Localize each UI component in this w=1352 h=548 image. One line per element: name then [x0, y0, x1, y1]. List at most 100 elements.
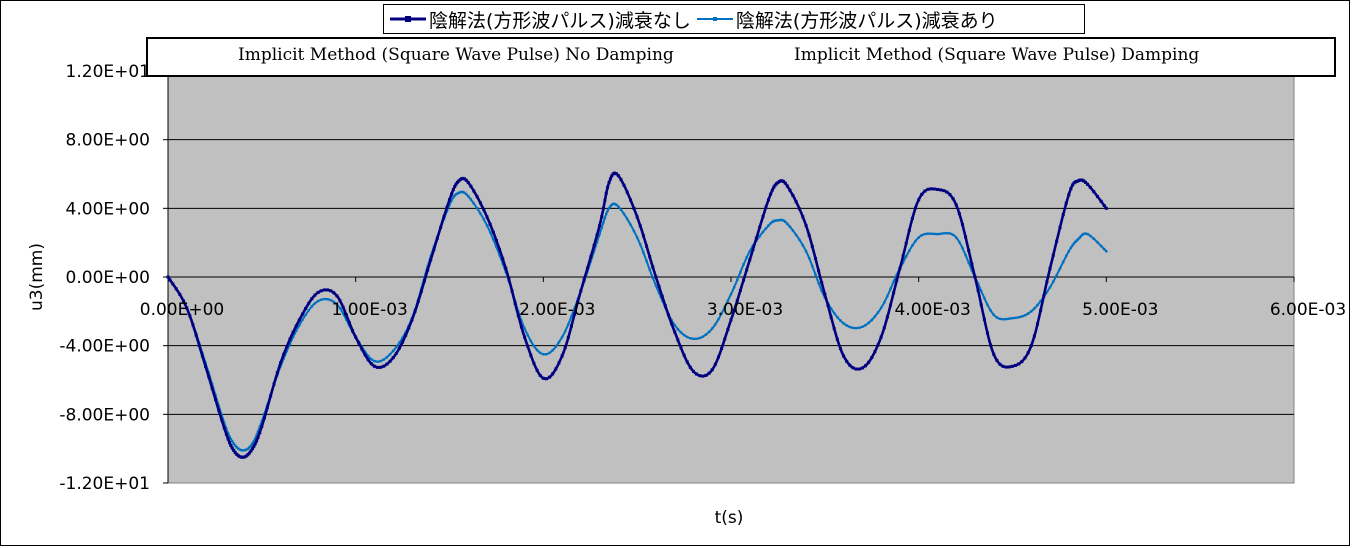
- series-point: [1078, 236, 1081, 239]
- series-point: [764, 227, 768, 230]
- series-point: [1092, 190, 1096, 194]
- series-point: [651, 276, 655, 280]
- series-point: [363, 353, 367, 357]
- series-point: [606, 209, 609, 213]
- series-point: [939, 188, 943, 192]
- series-point: [945, 190, 949, 194]
- series-point: [507, 277, 511, 281]
- series-point: [701, 335, 705, 338]
- series-point: [298, 323, 301, 327]
- series-point: [745, 256, 748, 259]
- series-point: [676, 327, 680, 331]
- series-point: [603, 216, 607, 219]
- series-point: [773, 219, 777, 222]
- series-point: [582, 278, 586, 282]
- series-point: [223, 421, 226, 425]
- series-point: [939, 232, 942, 236]
- series-point: [307, 301, 311, 305]
- series-point: [998, 362, 1002, 366]
- series-point: [622, 183, 626, 187]
- series-point: [207, 375, 211, 379]
- series-point: [813, 256, 817, 260]
- series-point: [1023, 356, 1027, 360]
- series-point: [660, 299, 664, 302]
- series-point: [1001, 318, 1005, 321]
- series-point: [625, 190, 629, 194]
- series-point: [600, 215, 604, 219]
- series-point: [635, 236, 639, 239]
- series-point: [817, 281, 820, 285]
- series-point: [166, 275, 170, 279]
- series-point: [1084, 232, 1087, 235]
- series-point: [992, 352, 996, 356]
- series-point: [889, 287, 892, 291]
- series-point: [248, 446, 251, 449]
- series-point: [933, 232, 936, 236]
- series-point: [1014, 316, 1017, 320]
- series-point: [285, 349, 289, 353]
- series-point: [857, 367, 861, 371]
- series-point: [776, 219, 780, 222]
- series-point: [232, 442, 235, 445]
- series-point: [482, 218, 485, 221]
- series-point: [554, 367, 558, 371]
- series-point: [472, 202, 476, 205]
- series-point: [391, 356, 395, 360]
- series-point: [322, 288, 326, 292]
- series-point: [895, 273, 898, 276]
- series-point: [542, 353, 545, 356]
- series-point: [635, 215, 639, 219]
- series-point: [761, 230, 765, 234]
- series-point: [748, 250, 751, 253]
- series-point: [783, 181, 787, 185]
- series-point: [607, 207, 611, 210]
- series-point: [241, 455, 245, 459]
- series-point: [1004, 365, 1008, 369]
- y-tick-label-5: -8.00E+00: [59, 405, 150, 425]
- series-point: [951, 197, 955, 201]
- series-point: [1065, 254, 1068, 258]
- series-point: [1029, 344, 1033, 348]
- series-point: [826, 303, 830, 307]
- series-point: [475, 207, 479, 210]
- series-point: [863, 364, 867, 368]
- series-point: [929, 232, 933, 235]
- series-point: [606, 185, 610, 189]
- series-point: [1081, 233, 1084, 237]
- series-point: [895, 278, 899, 282]
- legend-entry-damping: 陰解法(方形波パルス)減衰あり: [696, 6, 998, 33]
- series-point: [224, 432, 228, 436]
- series-point: [726, 299, 730, 302]
- series-point: [613, 202, 616, 206]
- series-point: [1026, 312, 1030, 315]
- series-point: [791, 193, 795, 197]
- series-point: [174, 287, 178, 291]
- series-point: [457, 191, 461, 195]
- series-point: [771, 220, 774, 224]
- series-point: [272, 382, 276, 386]
- series-point: [1075, 239, 1078, 242]
- series-point: [758, 234, 761, 238]
- series-point: [247, 451, 251, 455]
- series-point: [851, 366, 855, 370]
- series-point: [426, 268, 430, 272]
- series-point: [557, 340, 561, 344]
- series-point: [829, 315, 833, 319]
- series-point: [666, 313, 670, 317]
- series-point: [807, 233, 811, 237]
- series-point: [967, 248, 971, 252]
- series-point: [395, 345, 398, 349]
- series-point: [611, 202, 615, 206]
- series-point: [1102, 247, 1106, 251]
- series-point: [838, 347, 842, 351]
- series-point: [467, 195, 470, 198]
- series-point: [609, 205, 612, 208]
- series-point: [592, 244, 596, 248]
- series-point: [332, 300, 335, 304]
- series-point: [711, 327, 714, 330]
- series-point: [316, 299, 320, 303]
- series-point: [297, 318, 301, 322]
- series-point: [989, 343, 993, 347]
- series-point: [485, 224, 489, 227]
